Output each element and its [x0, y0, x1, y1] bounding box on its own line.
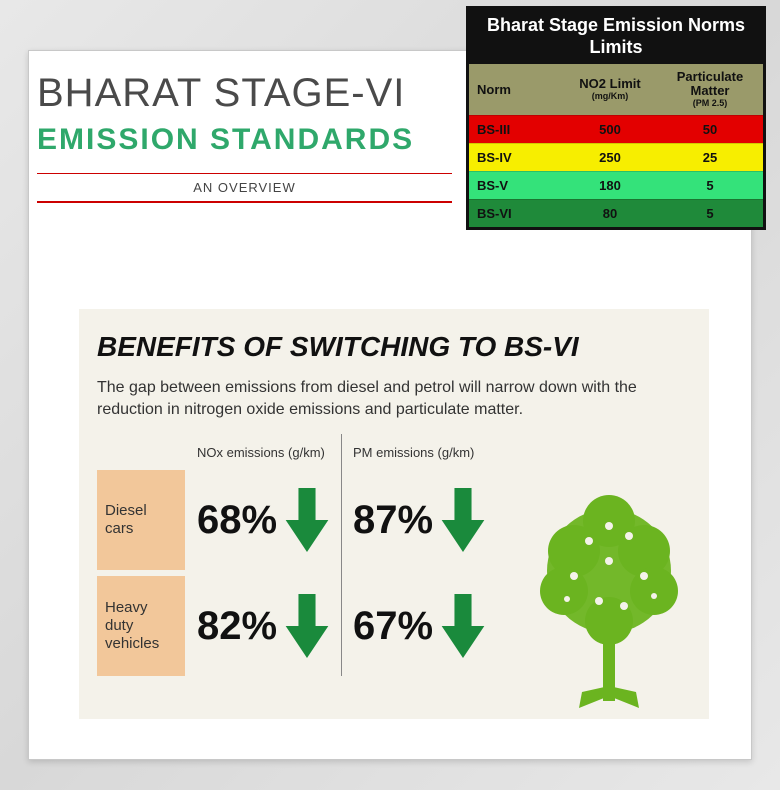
down-arrow-icon [441, 488, 485, 552]
overview-text: AN OVERVIEW [37, 180, 452, 195]
norms-col-pm: Particulate Matter (PM 2.5) [665, 70, 755, 108]
cell-norm: BS-V [477, 178, 555, 193]
cell-norm: BS-III [477, 122, 555, 137]
cell-norm: BS-VI [477, 206, 555, 221]
cell-norm: BS-IV [477, 150, 555, 165]
norms-col-norm: Norm [477, 82, 555, 97]
row-label-diesel: Diesel cars [97, 470, 185, 570]
cell-pm: 5 [665, 206, 755, 221]
overview-bar: AN OVERVIEW [37, 173, 452, 203]
cell-diesel-pm: 87% [347, 470, 497, 570]
norms-col-no2: NO2 Limit (mg/Km) [555, 77, 665, 101]
col-sub: (PM 2.5) [665, 99, 755, 109]
cell-diesel-nox: 68% [191, 470, 341, 570]
pct-value: 67% [353, 604, 433, 649]
col-sub: (mg/Km) [555, 92, 665, 102]
row-label-heavy: Heavy duty vehicles [97, 576, 185, 676]
pct-value: 82% [197, 604, 277, 649]
col-header-pm: PM emissions (g/km) [347, 445, 497, 464]
down-arrow-icon [285, 488, 329, 552]
column-divider [341, 434, 342, 676]
cell-no2: 250 [555, 150, 665, 165]
cell-no2: 180 [555, 178, 665, 193]
cell-pm: 50 [665, 122, 755, 137]
subtitle: EMISSION STANDARDS [37, 123, 414, 157]
pct-value: 68% [197, 498, 277, 543]
norms-title: Bharat Stage Emission Norms Limits [469, 9, 763, 64]
cell-heavy-pm: 67% [347, 576, 497, 676]
cell-pm: 5 [665, 178, 755, 193]
norms-row: BS-III50050 [469, 115, 763, 143]
main-title: BHARAT STAGE-VI [37, 71, 405, 116]
benefits-subtext: The gap between emissions from diesel an… [97, 377, 691, 420]
norms-row: BS-V1805 [469, 171, 763, 199]
col-header-nox: NOx emissions (g/km) [191, 445, 341, 464]
tree-icon [519, 481, 699, 711]
benefits-heading: BENEFITS OF SWITCHING TO BS-VI [97, 331, 691, 363]
down-arrow-icon [441, 594, 485, 658]
norms-table: Bharat Stage Emission Norms Limits Norm … [466, 6, 766, 230]
benefits-panel: BENEFITS OF SWITCHING TO BS-VI The gap b… [79, 309, 709, 719]
norms-header-row: Norm NO2 Limit (mg/Km) Particulate Matte… [469, 64, 763, 114]
cell-pm: 25 [665, 150, 755, 165]
cell-no2: 500 [555, 122, 665, 137]
norms-row: BS-VI805 [469, 199, 763, 227]
cell-no2: 80 [555, 206, 665, 221]
col-text: NO2 Limit [579, 76, 640, 91]
col-text: Particulate Matter [677, 69, 743, 98]
pct-value: 87% [353, 498, 433, 543]
norms-row: BS-IV25025 [469, 143, 763, 171]
down-arrow-icon [285, 594, 329, 658]
cell-heavy-nox: 82% [191, 576, 341, 676]
